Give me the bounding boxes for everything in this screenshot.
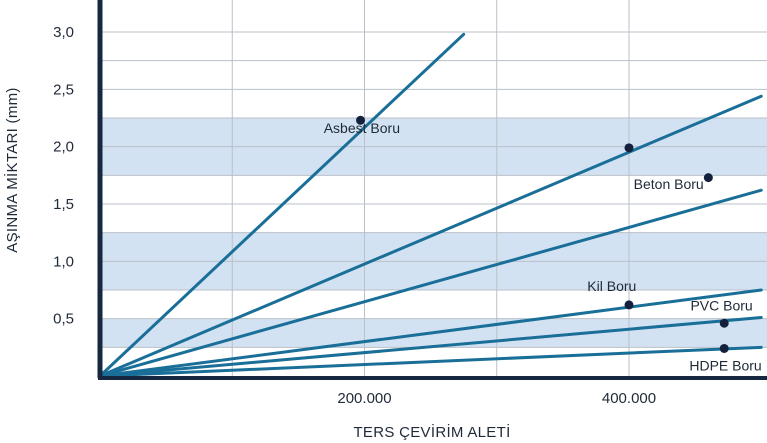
axes [97,0,767,380]
series-marker [719,318,729,328]
y-tick-label: 2,5 [53,81,74,98]
series-labels: Asbest Boru Beton Boru Kil Boru PVC Boru HDP… [324,120,762,373]
series-marker [624,143,634,153]
tick-labels: 3,0 2,5 2,0 1,5 1,0 0,5 200.000 400.000 [53,24,656,407]
series-label: Asbest Boru [324,120,400,136]
series-line [98,188,763,378]
series-line [98,345,763,378]
series-marker [703,173,713,183]
y-tick-label: 3,0 [53,24,74,41]
x-tick-label: 400.000 [602,390,656,407]
series-line [98,316,763,378]
series-markers [356,115,729,353]
series-label: PVC Boru [690,298,752,314]
y-tick-label: 0,5 [53,311,74,328]
y-tick-label: 2,0 [53,139,74,156]
series-marker [356,115,366,125]
x-axis-title: TERS ÇEVİRİM ALETİ [353,423,510,441]
series-label: Kil Boru [587,278,636,294]
y-tick-label: 1,5 [53,196,74,213]
series-label: Beton Boru [634,176,704,192]
y-tick-label: 1,0 [53,253,74,270]
series-label: HDPE Boru [689,357,761,373]
series-line [98,94,763,378]
series-line [98,32,466,378]
series-lines [98,32,763,378]
series-line [98,288,763,378]
y-axis-title: AŞINMA MİKTARI (mm) [3,87,21,252]
grid-lines [100,0,767,376]
series-marker [624,300,634,310]
series-marker [719,343,729,353]
x-tick-label: 200.000 [337,390,391,407]
